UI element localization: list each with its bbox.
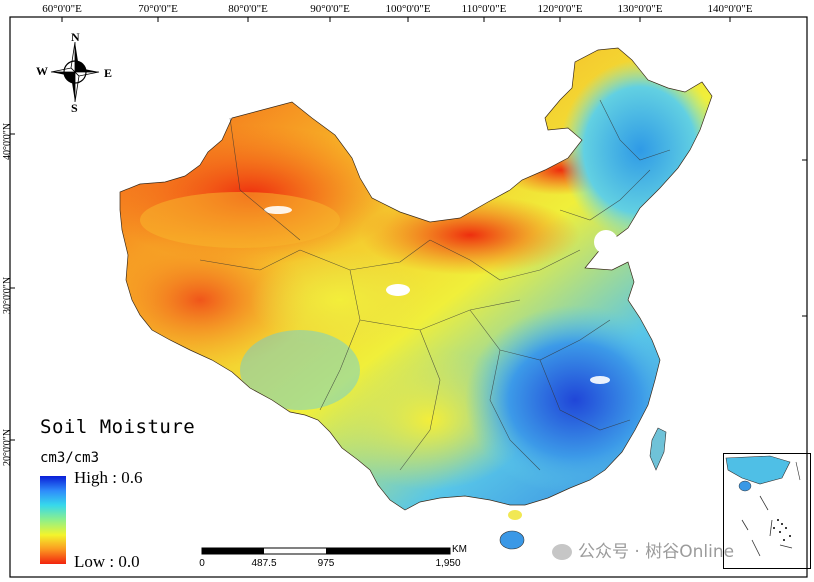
longitude-label: 70°0'0"E [138, 3, 178, 15]
compass-west-label: W [36, 64, 48, 78]
watermark-text: 公众号 · 树谷Online [578, 542, 735, 562]
china-soil-moisture-map [119, 47, 713, 550]
longitude-ticks [61, 17, 731, 22]
wechat-icon [552, 544, 572, 560]
scale-tick-label: 0 [199, 558, 205, 569]
longitude-label: 80°0'0"E [228, 3, 268, 15]
scale-tick-label: 1,950 [435, 558, 461, 569]
longitude-label: 120°0'0"E [537, 3, 583, 15]
south-china-sea-inset [725, 455, 801, 557]
scale-tick-label: 975 [317, 558, 335, 569]
latitude-label: 40°0'0"N [2, 122, 13, 160]
inset-frame [723, 453, 811, 569]
longitude-label: 130°0'0"E [617, 3, 663, 15]
longitude-label: 90°0'0"E [310, 3, 350, 15]
hainan-shape [499, 530, 525, 550]
compass-north-label: N [71, 30, 80, 44]
compass-rose [50, 41, 100, 103]
scale-unit-label: KM [452, 544, 467, 555]
scale-tick-label: 487.5 [251, 558, 277, 569]
compass-south-label: S [71, 101, 78, 115]
latitude-ticks [10, 133, 807, 441]
latitude-label: 30°0'0"N [2, 276, 13, 314]
longitude-label: 140°0'0"E [707, 3, 753, 15]
legend-low-label: Low : 0.0 [74, 552, 140, 571]
legend-high-label: High : 0.6 [74, 468, 143, 487]
legend-title: Soil Moisture [40, 416, 196, 438]
latitude-label: 20°0'0"N [2, 428, 13, 466]
scale-bar [201, 547, 451, 555]
longitude-label: 110°0'0"E [461, 3, 507, 15]
taiwan-shape [649, 427, 667, 471]
compass-east-label: E [104, 66, 113, 80]
legend-unit: cm3/cm3 [40, 450, 100, 466]
longitude-label: 60°0'0"E [42, 3, 82, 15]
watermark: 公众号 · 树谷Online [552, 537, 734, 562]
longitude-label: 100°0'0"E [385, 3, 431, 15]
legend-color-ramp [40, 476, 66, 564]
